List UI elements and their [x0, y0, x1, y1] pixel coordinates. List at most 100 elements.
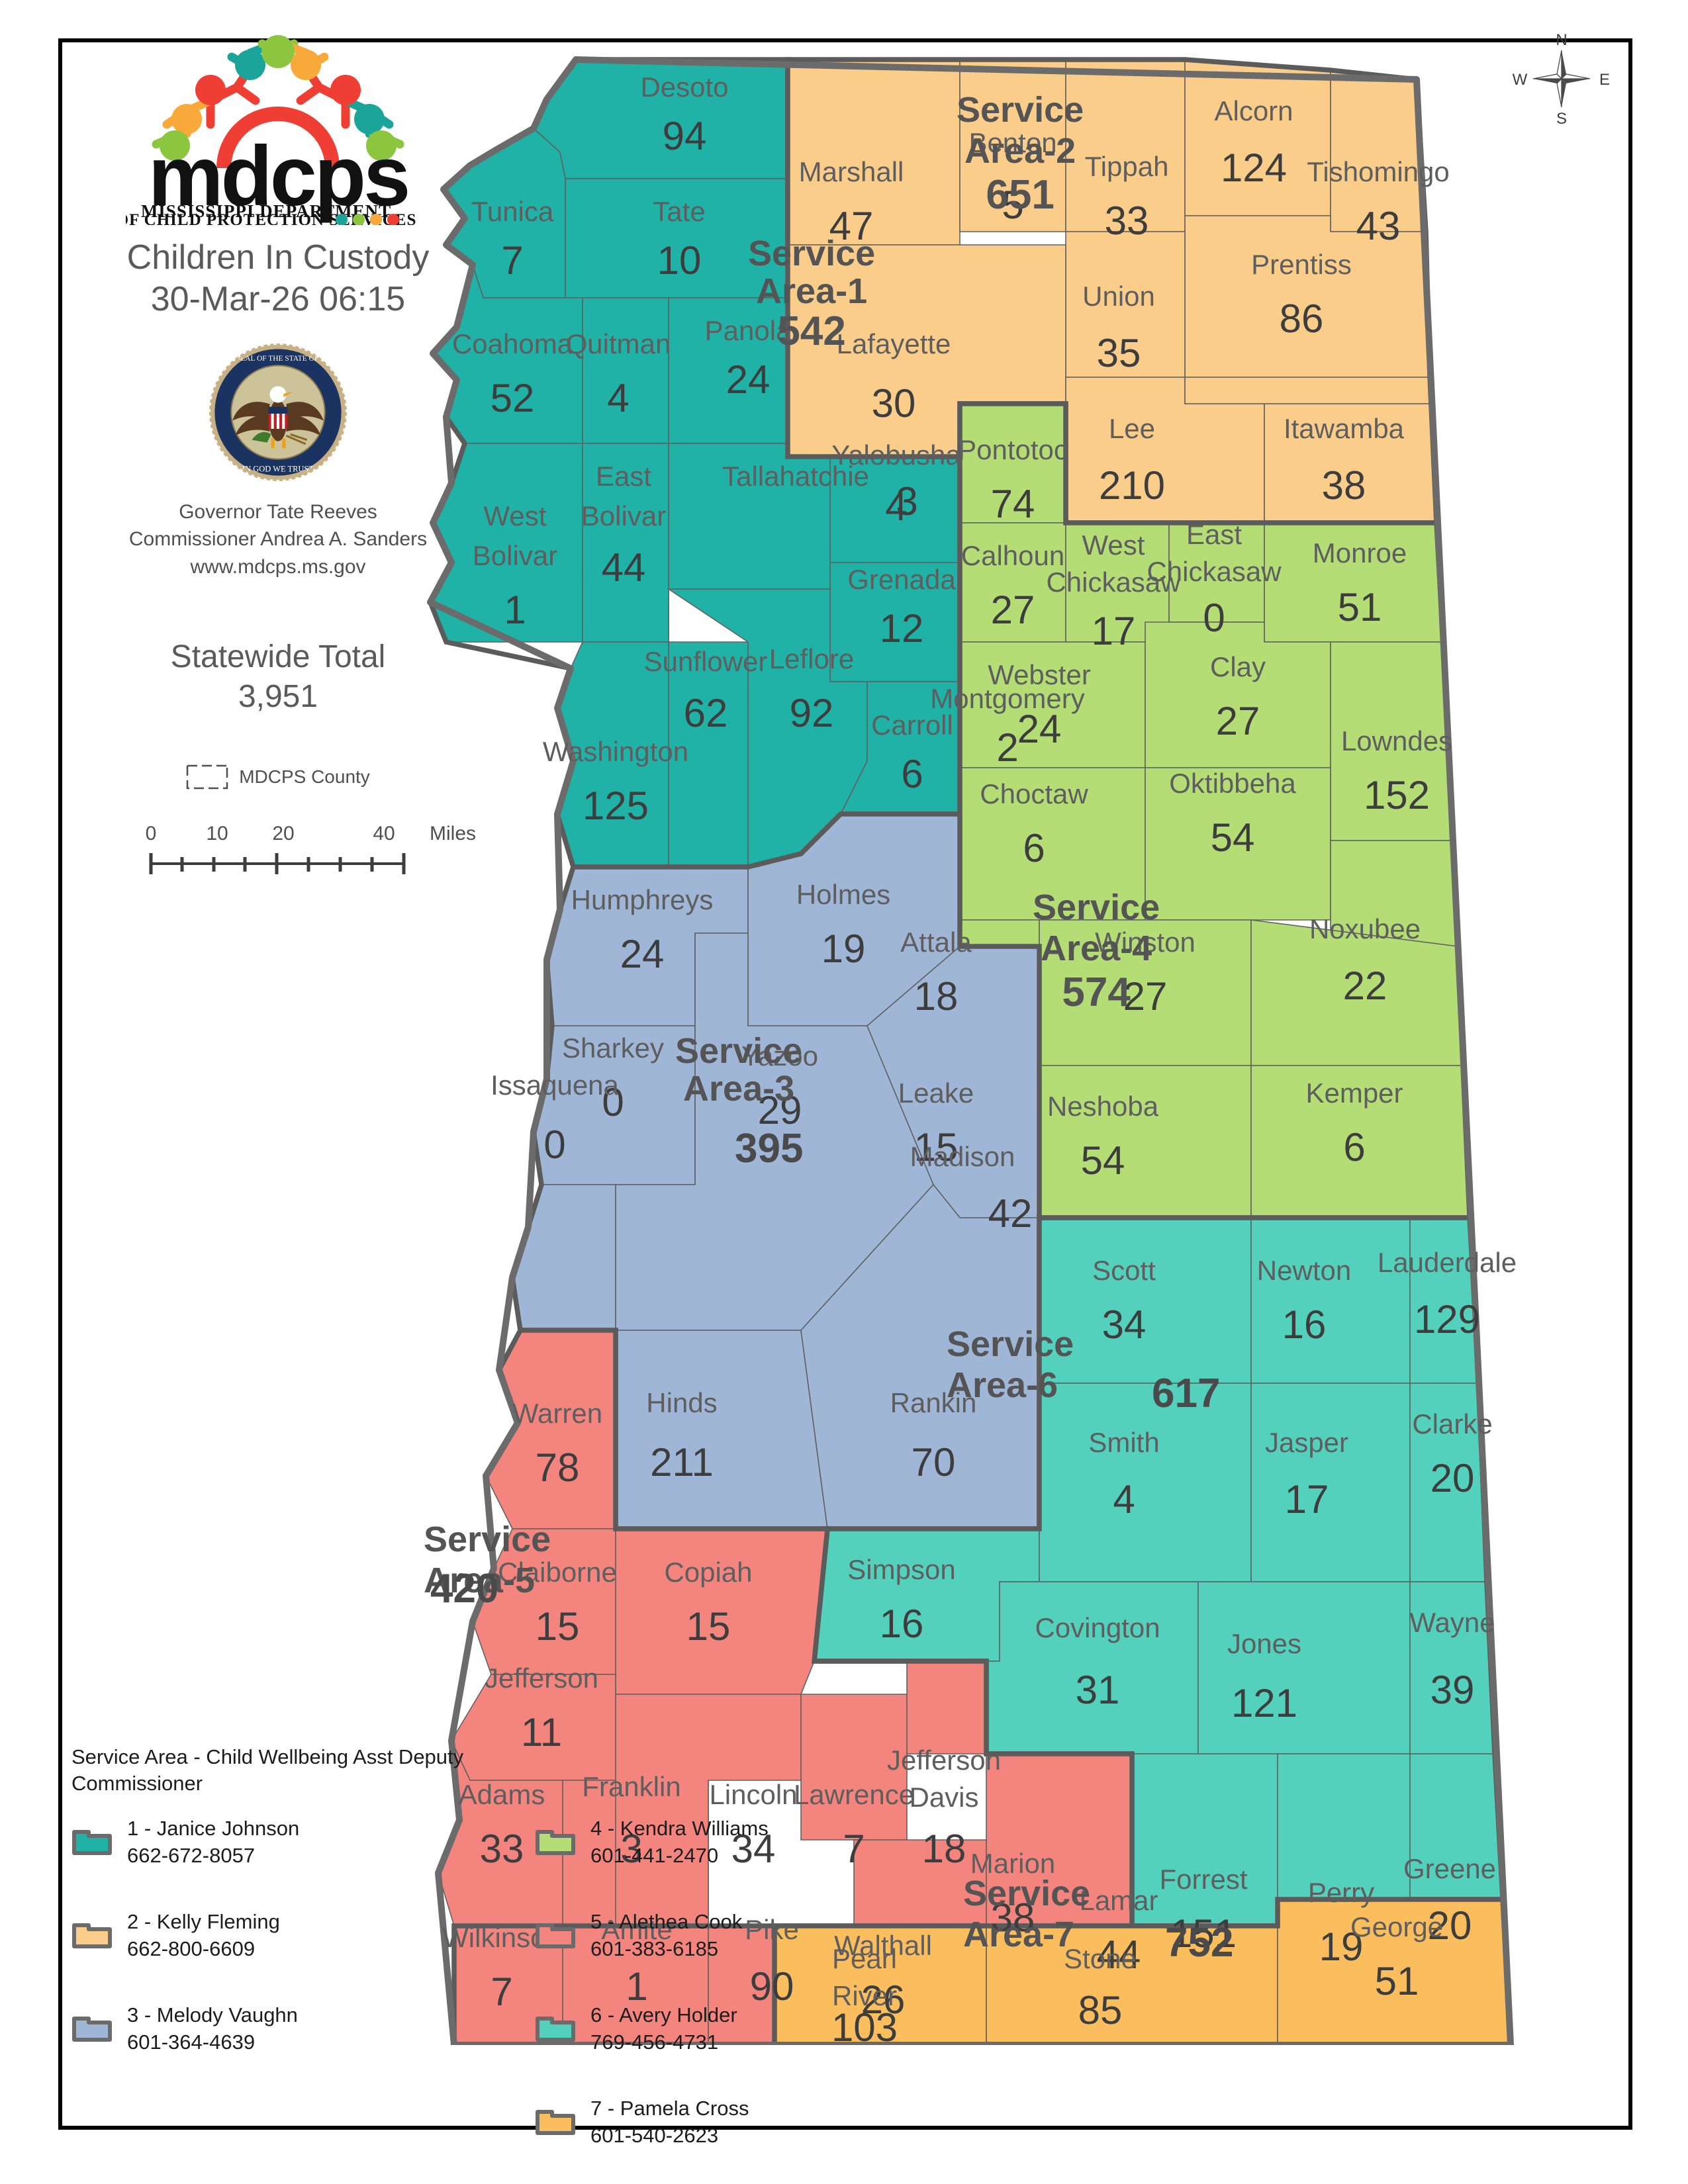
label-name-quitman: Quitman: [566, 328, 671, 359]
label-name-webster: Webster: [988, 659, 1091, 690]
label-name-lee: Lee: [1109, 413, 1155, 444]
label-name-montgomery: Montgomery: [930, 683, 1084, 714]
label-val-coahoma: 52: [491, 376, 535, 420]
legend-column-right: 4 - Kendra Williams 601-441-2470 5 - Ale…: [535, 1815, 972, 2150]
label-name-issaquena: Issaquena: [491, 1069, 619, 1101]
county-marshall[interactable]: [788, 60, 960, 245]
label-val-jasper: 17: [1285, 1477, 1329, 1522]
legend-item-area-1[interactable]: 1 - Janice Johnson 662-672-8057: [71, 1815, 508, 1870]
scale-bar-labels: 0 10 20 40 Miles: [145, 823, 476, 846]
label-name-west-chickasaw-l2: Chickasaw: [1046, 567, 1181, 598]
legend-phone-3: 601-364-4639: [127, 2030, 256, 2054]
title-line-2: 30-Mar-26 06:15: [150, 280, 406, 319]
label-val-east-bolivar: 44: [602, 545, 646, 590]
county-quitman[interactable]: [583, 298, 669, 443]
county-jones[interactable]: [1198, 1582, 1410, 1754]
label-val-tate: 10: [657, 238, 702, 283]
label-val-carroll: 6: [901, 752, 923, 796]
label-name-claiborne: Claiborne: [498, 1557, 617, 1588]
label-name-walthall: Walthall: [834, 1930, 932, 1961]
label-val-forrest: 151: [1170, 1911, 1237, 1956]
label-name-forrest: Forrest: [1159, 1864, 1247, 1895]
label-name-east-chickasaw-l1: East: [1186, 519, 1242, 550]
legend-swatch-3-icon: [72, 2016, 112, 2042]
label-name-covington: Covington: [1035, 1612, 1160, 1643]
label-val-oktibbeha: 54: [1211, 815, 1255, 860]
legend-phone-6: 769-456-4731: [590, 2030, 719, 2054]
scale-tick-20: 20: [272, 823, 295, 845]
county-alcorn[interactable]: [1185, 60, 1331, 216]
governor-name: Governor Tate Reeves: [179, 500, 377, 523]
label-val-west-chickasaw: 17: [1092, 609, 1136, 653]
label-val-yalobusha: 4: [885, 484, 907, 529]
mississippi-service-area-map[interactable]: Desoto 94 Tunica 7 Tate 10 Coahoma 52 Qu…: [218, 20, 1622, 2045]
overlay-area5: Service Area-5: [424, 1520, 551, 1600]
label-val-newton: 16: [1282, 1302, 1327, 1347]
county-jasper[interactable]: [1251, 1383, 1410, 1582]
county-clay[interactable]: [1145, 622, 1331, 768]
label-name-adams: Adams: [459, 1779, 545, 1810]
scale-tick-0: 0: [145, 823, 157, 845]
left-info-panel: mdcps MISSISSIPPI DEPARTMENT OF CHILD PR…: [66, 26, 490, 877]
label-name-pontotoc: Pontotoc: [958, 434, 1068, 465]
label-name-yazoo: Yazoo: [741, 1040, 818, 1071]
county-neshoba[interactable]: [1039, 1066, 1251, 1218]
logo-subtitle-line1: MISSISSIPPI DEPARTMENT: [141, 201, 391, 221]
label-name-west-bolivar-line1: West: [484, 500, 547, 531]
legend-item-area-4[interactable]: 4 - Kendra Williams 601-441-2470: [535, 1815, 972, 1870]
service-area-5-group[interactable]: [438, 1330, 1132, 2045]
label-name-west-chickasaw-l1: West: [1082, 529, 1145, 561]
service-area-7-group[interactable]: [774, 1899, 1511, 2045]
label-val-pontotoc: 74: [991, 482, 1035, 526]
overlay-area4-total: 574: [1062, 970, 1131, 1015]
county-hinds[interactable]: [616, 1330, 827, 1529]
mdcps-logo: mdcps MISSISSIPPI DEPARTMENT OF CHILD PR…: [126, 26, 430, 225]
label-name-clay: Clay: [1210, 651, 1266, 682]
label-val-washington: 125: [583, 784, 649, 828]
legend-item-area-5[interactable]: 5 - Alethea Cook 601-383-6185: [535, 1908, 972, 1963]
label-name-desoto: Desoto: [640, 71, 728, 103]
label-name-marion: Marion: [970, 1848, 1055, 1879]
legend-phone-7: 601-540-2623: [590, 2124, 719, 2148]
label-val-west-bolivar: 1: [504, 588, 526, 632]
statewide-total-label: Statewide Total: [170, 639, 386, 675]
overlay-area4: Service Area-4 574: [1033, 887, 1160, 1016]
label-val-covington: 31: [1076, 1668, 1120, 1712]
label-name-jefferson-davis-l1: Jefferson: [887, 1745, 1001, 1776]
legend-name-3: 3 - Melody Vaughn: [127, 2003, 298, 2026]
label-name-pike: Pike: [745, 1914, 799, 1945]
legend-swatch-7-icon: [536, 2109, 575, 2135]
county-prentiss-lower[interactable]: [1185, 377, 1430, 404]
legend-item-area-2[interactable]: 2 - Kelly Fleming 662-800-6609: [71, 1908, 508, 1963]
seal-bottom-text: IN GOD WE TRUST: [242, 464, 314, 473]
county-jefferson-davis[interactable]: [907, 1661, 986, 1754]
label-name-tippah: Tippah: [1085, 151, 1169, 182]
overlay-area2-l1: Service Area-2: [957, 90, 1084, 171]
county-newton[interactable]: [1251, 1218, 1410, 1383]
label-name-george: George: [1350, 1911, 1443, 1942]
overlay-area4-l1: Service Area-4: [1033, 887, 1160, 968]
label-name-union: Union: [1082, 281, 1155, 312]
legend-item-area-3[interactable]: 3 - Melody Vaughn 601-364-4639: [71, 2001, 508, 2056]
legend-name-1: 1 - Janice Johnson: [127, 1816, 300, 1840]
legend-item-area-6[interactable]: 6 - Avery Holder 769-456-4731: [535, 2001, 972, 2056]
legend-text-4: 4 - Kendra Williams 601-441-2470: [590, 1815, 769, 1870]
county-labels-group: Desoto 94 Tunica 7 Tate 10 Coahoma 52 Qu…: [442, 71, 1517, 2045]
label-name-east-chickasaw-l2: Chickasaw: [1147, 556, 1282, 587]
scale-tick-10: 10: [206, 823, 228, 845]
label-val-smith: 4: [1113, 1477, 1135, 1522]
label-name-smith: Smith: [1088, 1427, 1159, 1458]
label-name-warren: Warren: [512, 1398, 602, 1429]
label-name-panola: Panola: [705, 315, 792, 346]
legend-name-6: 6 - Avery Holder: [590, 2003, 737, 2026]
legend-item-area-7[interactable]: 7 - Pamela Cross 601-540-2623: [535, 2095, 972, 2150]
label-val-pike: 90: [750, 1964, 794, 2009]
label-val-sharkey: 0: [602, 1080, 624, 1124]
scale-bar-graphic: [149, 853, 406, 875]
service-area-6-group[interactable]: [814, 1218, 1503, 1926]
label-val-lauderdale: 129: [1414, 1297, 1480, 1342]
label-name-east-bolivar-line2: Bolivar: [581, 500, 666, 531]
label-val-noxubee: 22: [1343, 964, 1387, 1008]
label-name-coahoma: Coahoma: [452, 328, 573, 359]
map-svg[interactable]: Desoto 94 Tunica 7 Tate 10 Coahoma 52 Qu…: [218, 20, 1622, 2045]
